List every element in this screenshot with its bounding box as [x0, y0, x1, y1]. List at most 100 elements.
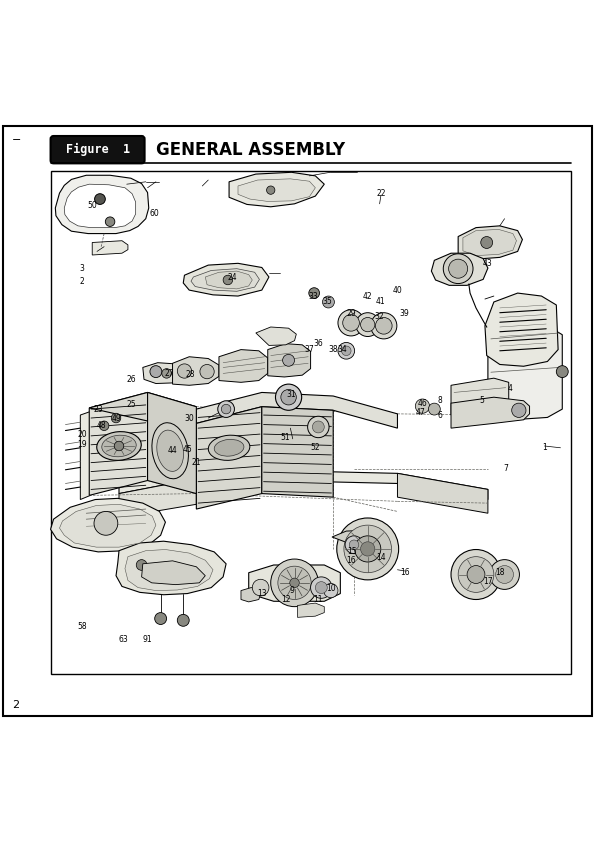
Text: 2: 2: [12, 700, 19, 710]
Text: 27: 27: [165, 369, 174, 378]
Circle shape: [342, 346, 351, 355]
Ellipse shape: [156, 430, 184, 472]
Polygon shape: [148, 392, 196, 493]
Circle shape: [177, 364, 192, 378]
Circle shape: [172, 564, 183, 575]
Ellipse shape: [208, 435, 250, 461]
Polygon shape: [125, 550, 213, 590]
Text: 49: 49: [111, 413, 121, 423]
Text: 34: 34: [337, 345, 347, 354]
Text: 58: 58: [77, 621, 87, 631]
Text: 3: 3: [80, 264, 84, 273]
Text: 48: 48: [96, 421, 106, 429]
Polygon shape: [173, 357, 219, 386]
Polygon shape: [80, 412, 90, 499]
Circle shape: [451, 550, 501, 600]
Circle shape: [111, 413, 121, 423]
Text: 9: 9: [289, 586, 294, 595]
Circle shape: [252, 579, 269, 596]
Circle shape: [556, 365, 568, 377]
Polygon shape: [458, 226, 522, 259]
Circle shape: [155, 613, 167, 625]
Text: 35: 35: [322, 297, 332, 306]
Text: 10: 10: [326, 584, 336, 594]
Circle shape: [512, 403, 526, 418]
Circle shape: [496, 566, 513, 584]
Text: 16: 16: [400, 568, 409, 578]
Polygon shape: [229, 173, 324, 207]
Text: 23: 23: [93, 405, 103, 413]
Text: 12: 12: [281, 595, 290, 604]
Polygon shape: [119, 479, 196, 517]
Text: 4: 4: [508, 384, 513, 392]
Text: 45: 45: [183, 445, 192, 454]
Circle shape: [343, 315, 359, 331]
Text: GENERAL ASSEMBLY: GENERAL ASSEMBLY: [156, 141, 345, 158]
Polygon shape: [142, 561, 205, 584]
Circle shape: [315, 582, 327, 594]
Circle shape: [95, 194, 105, 205]
Circle shape: [218, 401, 234, 418]
Ellipse shape: [97, 432, 141, 461]
Circle shape: [105, 217, 115, 226]
Polygon shape: [249, 565, 340, 601]
Text: 25: 25: [126, 400, 136, 409]
Polygon shape: [397, 473, 488, 514]
Text: 46: 46: [418, 398, 427, 408]
Text: 31: 31: [287, 390, 296, 399]
Text: Figure  1: Figure 1: [65, 143, 130, 157]
Circle shape: [415, 399, 430, 413]
Circle shape: [324, 584, 338, 598]
Text: 60: 60: [150, 210, 159, 218]
Text: 91: 91: [143, 636, 152, 644]
Text: 52: 52: [311, 443, 320, 452]
Text: −: −: [12, 136, 21, 146]
Circle shape: [338, 310, 364, 336]
Circle shape: [356, 312, 380, 337]
Text: 24: 24: [227, 273, 237, 281]
Text: 7: 7: [503, 464, 508, 473]
Text: 11: 11: [314, 595, 323, 604]
Text: 13: 13: [257, 589, 267, 598]
Text: 21: 21: [192, 458, 201, 467]
Text: 51: 51: [281, 433, 290, 442]
Text: 37: 37: [305, 345, 314, 354]
Text: 63: 63: [119, 636, 129, 644]
Circle shape: [458, 557, 494, 593]
Circle shape: [136, 560, 147, 570]
Polygon shape: [241, 588, 261, 602]
Circle shape: [308, 416, 329, 438]
FancyBboxPatch shape: [51, 136, 145, 163]
Text: 22: 22: [376, 189, 386, 198]
Polygon shape: [143, 363, 183, 383]
Polygon shape: [196, 392, 397, 428]
Circle shape: [349, 540, 359, 550]
Circle shape: [275, 384, 302, 410]
Text: 6: 6: [438, 411, 443, 419]
Circle shape: [99, 421, 109, 430]
Polygon shape: [219, 349, 268, 382]
Polygon shape: [451, 378, 509, 415]
Text: 14: 14: [376, 553, 386, 562]
Polygon shape: [262, 407, 333, 497]
Circle shape: [281, 390, 296, 405]
Circle shape: [200, 365, 214, 379]
Circle shape: [271, 559, 318, 606]
Polygon shape: [485, 293, 558, 366]
Text: 17: 17: [483, 577, 493, 586]
Text: 41: 41: [376, 297, 386, 306]
Bar: [51, 171, 571, 674]
Text: 36: 36: [314, 339, 323, 348]
Polygon shape: [298, 603, 324, 617]
Polygon shape: [268, 344, 311, 377]
Text: 18: 18: [495, 568, 505, 578]
Circle shape: [361, 317, 375, 332]
Ellipse shape: [152, 423, 189, 479]
Circle shape: [311, 577, 332, 599]
Circle shape: [150, 365, 162, 377]
Polygon shape: [116, 541, 226, 594]
Circle shape: [177, 615, 189, 626]
Ellipse shape: [102, 435, 136, 456]
Circle shape: [345, 536, 363, 554]
Circle shape: [355, 536, 381, 562]
